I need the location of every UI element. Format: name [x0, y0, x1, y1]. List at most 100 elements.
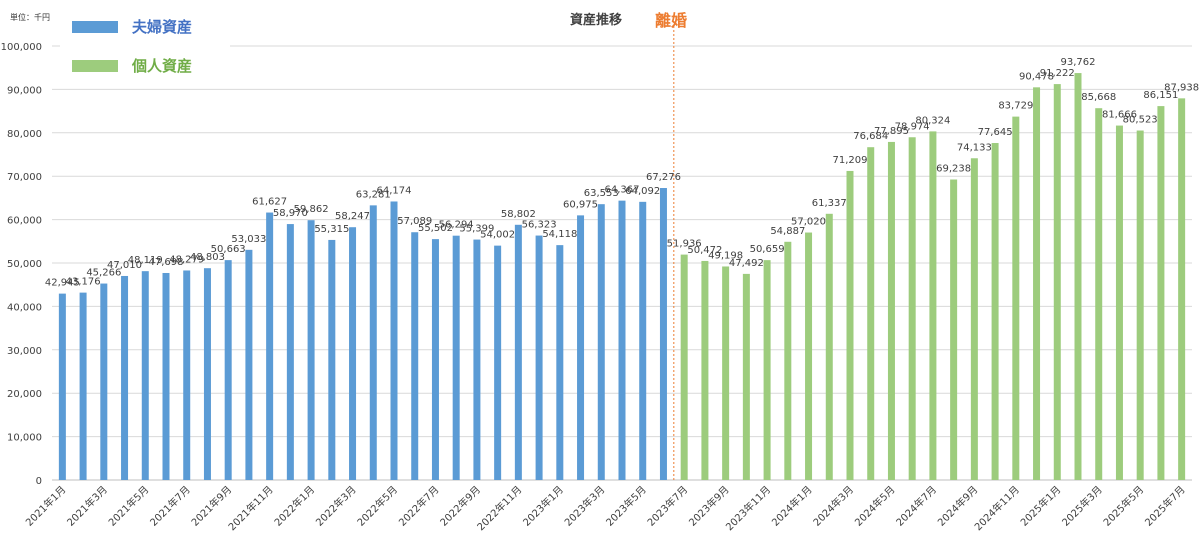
bar: [639, 201, 647, 481]
data-label: 57,020: [791, 217, 826, 228]
x-tick-label: 2022年7月: [396, 483, 442, 529]
bar: [1033, 87, 1041, 481]
bar: [535, 235, 543, 480]
y-tick-label: 100,000: [1, 42, 42, 53]
bar: [349, 227, 357, 480]
data-label: 59,862: [294, 204, 329, 215]
bar: [887, 141, 895, 480]
data-label: 57,089: [397, 216, 432, 227]
y-tick-label: 80,000: [7, 129, 42, 140]
x-tick-label: 2023年7月: [644, 483, 690, 529]
data-label: 47,698: [149, 257, 184, 268]
bar: [950, 179, 958, 480]
x-tick-label: 2022年1月: [271, 483, 317, 529]
data-label: 58,802: [501, 209, 536, 220]
data-label: 47,010: [107, 260, 142, 271]
bar: [328, 239, 336, 480]
data-label: 61,627: [252, 197, 287, 208]
event-label: 離婚: [655, 11, 688, 30]
data-label: 80,523: [1123, 115, 1158, 126]
data-label: 81,666: [1102, 110, 1137, 121]
bar: [1115, 125, 1123, 481]
bar: [929, 131, 937, 480]
bar: [162, 272, 170, 480]
bar: [1178, 98, 1186, 480]
data-label: 48,803: [190, 252, 225, 263]
bar: [307, 220, 315, 480]
y-tick-label: 90,000: [7, 85, 42, 96]
bar: [742, 273, 750, 480]
x-tick-label: 2025年7月: [1142, 483, 1188, 529]
data-label: 56,323: [522, 220, 557, 231]
data-label: 64,174: [377, 185, 412, 196]
bar: [390, 201, 398, 480]
bar: [970, 158, 978, 480]
data-label: 71,209: [833, 155, 868, 166]
data-label: 48,119: [128, 255, 163, 266]
data-label: 54,118: [542, 229, 577, 240]
data-label: 50,663: [211, 244, 246, 255]
x-tick-label: 2022年5月: [354, 483, 400, 529]
y-tick-label: 10,000: [7, 433, 42, 444]
bar: [473, 239, 481, 480]
chart-title: 資産推移: [570, 13, 623, 28]
y-tick-label: 60,000: [7, 216, 42, 227]
data-label: 80,324: [915, 115, 950, 126]
bar: [867, 147, 875, 480]
x-tick-label: 2024年5月: [852, 483, 898, 529]
data-label: 55,502: [418, 223, 453, 234]
legend-item-individual: 個人資産: [72, 55, 192, 76]
bar: [784, 241, 792, 480]
x-tick-label: 2024年9月: [935, 483, 981, 529]
legend-swatch-individual: [72, 59, 118, 72]
legend-label-couple: 夫婦資産: [132, 18, 193, 36]
y-tick-label: 30,000: [7, 346, 42, 357]
data-label: 49,198: [708, 250, 743, 261]
data-label: 83,729: [998, 101, 1033, 112]
bar: [805, 232, 813, 480]
x-tick-label: 2022年3月: [313, 483, 359, 529]
bar: [431, 239, 439, 480]
bar: [1136, 130, 1144, 480]
data-label: 69,238: [936, 164, 971, 175]
bar: [825, 213, 833, 480]
data-label: 54,002: [480, 230, 515, 241]
data-label: 77,895: [874, 126, 909, 137]
data-label: 58,247: [335, 211, 370, 222]
data-label: 56,294: [439, 220, 474, 231]
data-label: 55,315: [314, 224, 349, 235]
y-tick-label: 50,000: [7, 259, 42, 270]
bar: [100, 283, 108, 480]
x-tick-label: 2023年9月: [686, 483, 732, 529]
legend-label-individual: 個人資産: [132, 57, 193, 75]
data-label: 91,222: [1040, 68, 1075, 79]
data-label: 51,936: [667, 239, 702, 250]
x-tick-label: 2022年11月: [474, 483, 524, 533]
bar: [763, 260, 771, 480]
x-tick-label: 2021年3月: [64, 483, 110, 529]
data-label: 61,337: [812, 198, 847, 209]
x-tick-label: 2021年9月: [188, 483, 234, 529]
data-label: 42,945: [45, 278, 80, 289]
data-label: 48,279: [169, 254, 204, 265]
bar: [245, 249, 253, 480]
bar: [1074, 73, 1082, 480]
data-label: 45,266: [86, 268, 121, 279]
x-tick-label: 2022年9月: [437, 483, 483, 529]
x-tick-label: 2023年11月: [723, 483, 773, 533]
legend-swatch-couple: [72, 20, 118, 33]
bar: [577, 215, 585, 480]
x-tick-label: 2021年1月: [23, 483, 69, 529]
x-tick-label: 2023年1月: [520, 483, 566, 529]
x-tick-label: 2024年7月: [893, 483, 939, 529]
data-label: 74,133: [957, 142, 992, 153]
data-label: 87,938: [1164, 82, 1199, 93]
bar: [659, 188, 667, 480]
data-label: 60,975: [563, 199, 598, 210]
x-tick-label: 2025年3月: [1059, 483, 1105, 529]
bar: [597, 204, 605, 480]
data-label: 53,033: [231, 234, 266, 245]
bar: [58, 293, 66, 480]
data-label: 67,276: [646, 172, 681, 183]
